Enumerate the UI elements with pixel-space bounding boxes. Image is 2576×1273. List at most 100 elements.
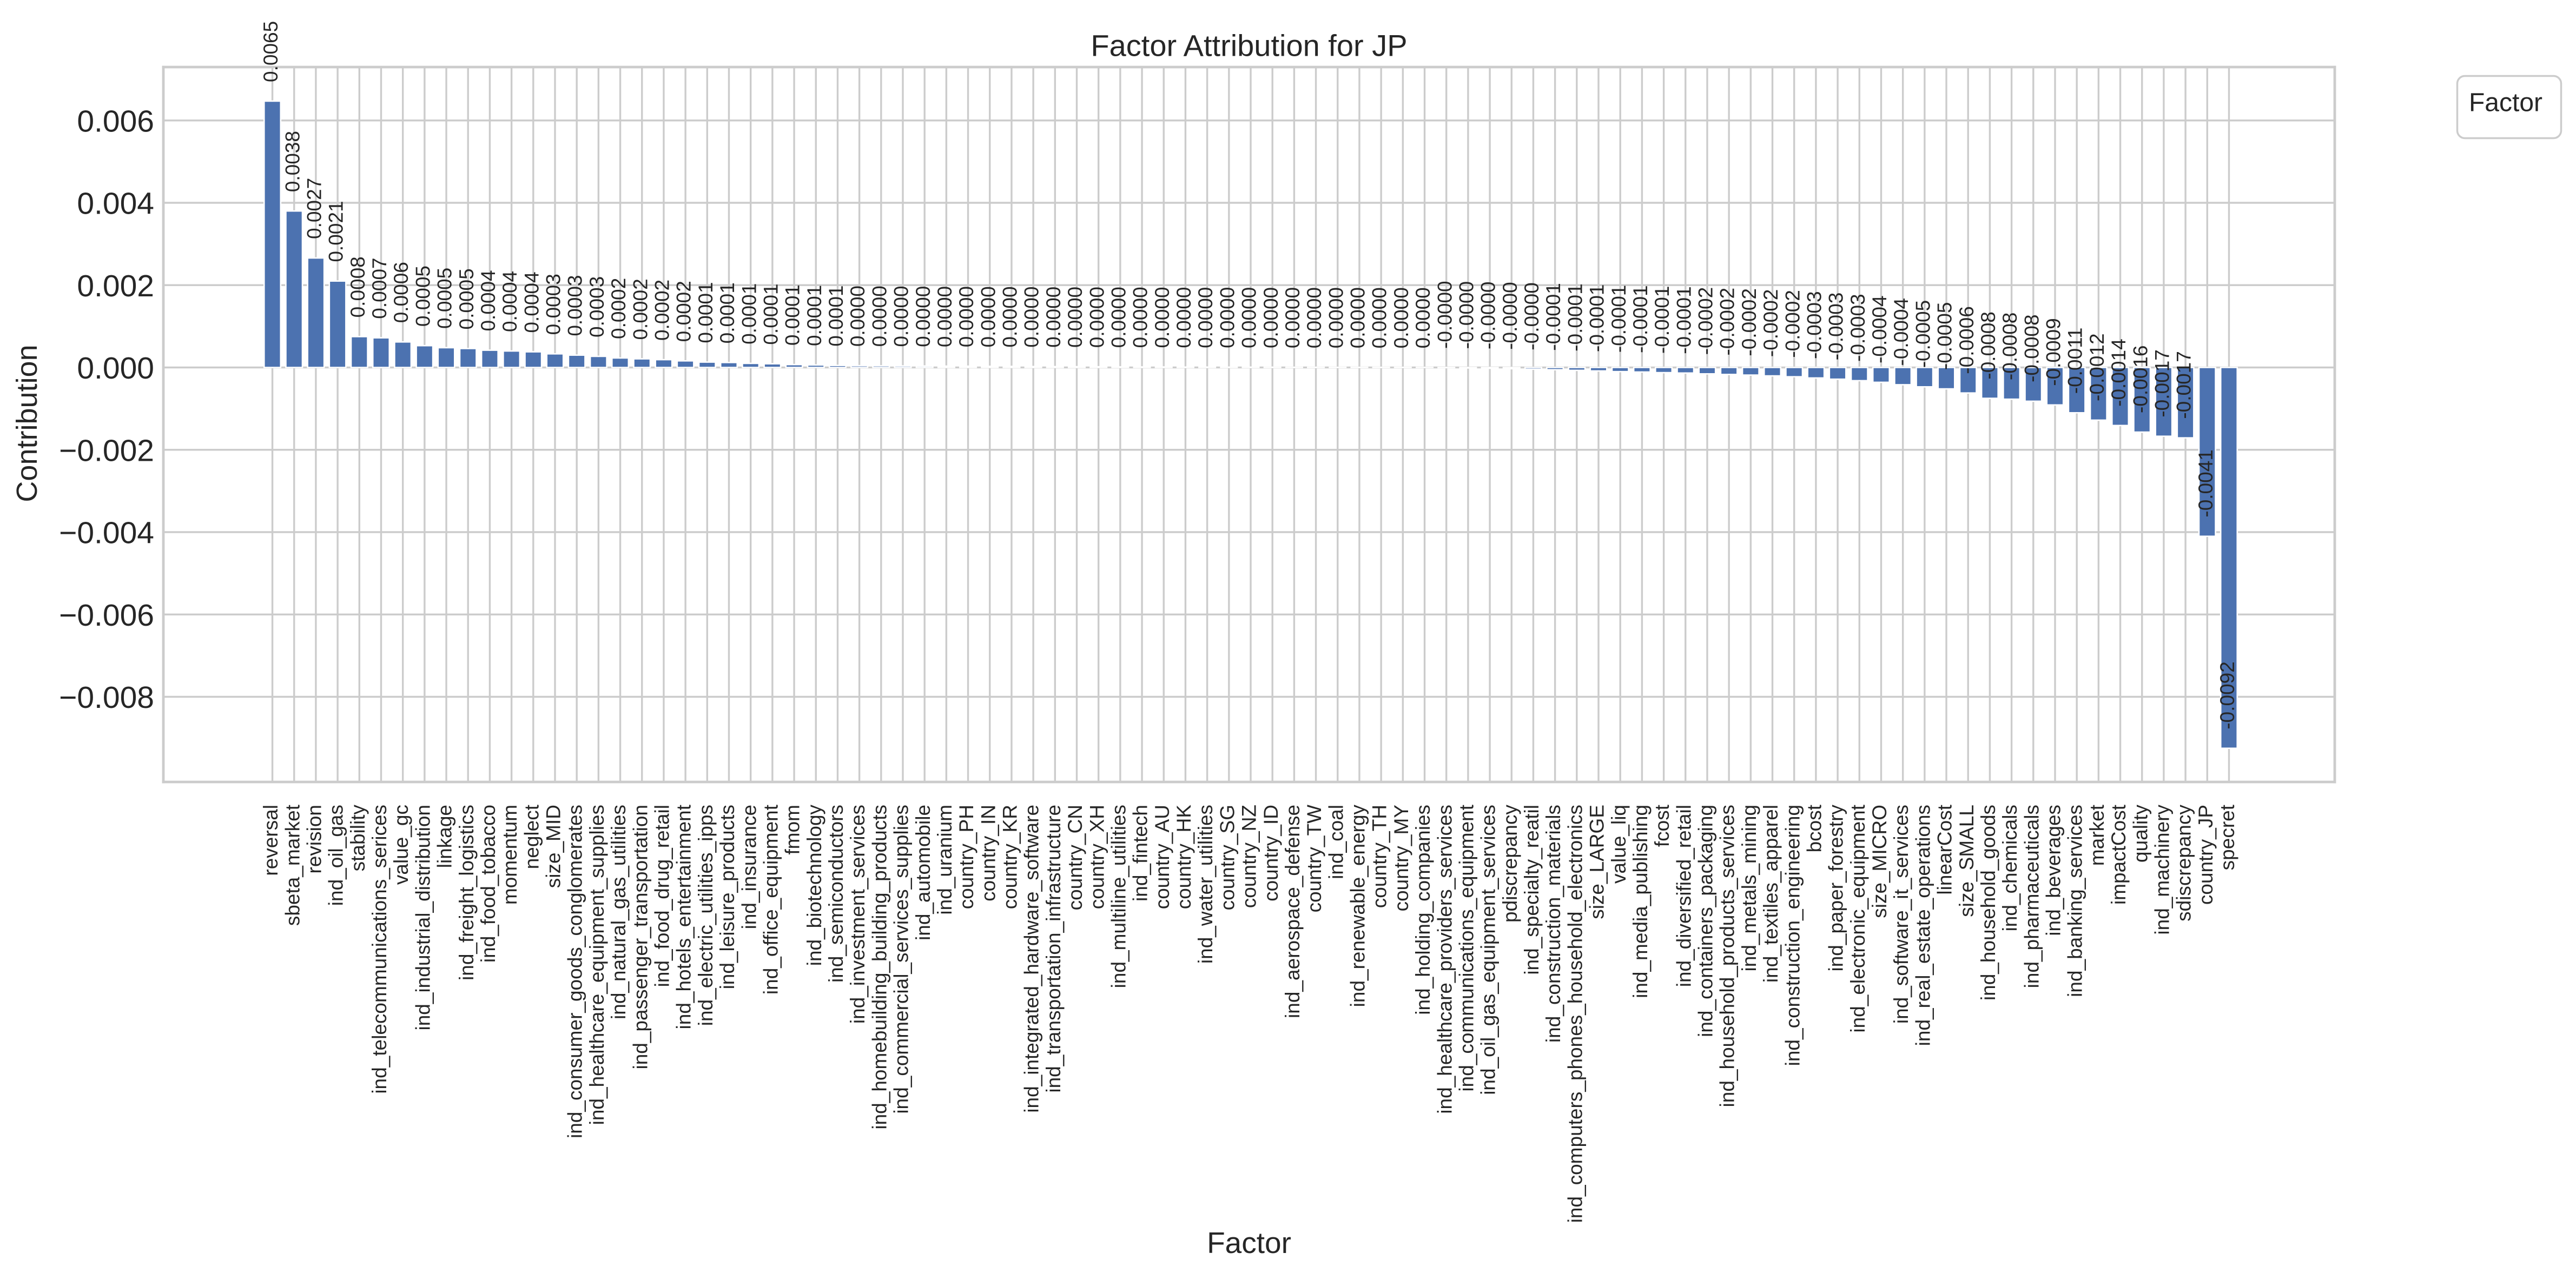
svg-text:-0.0008: -0.0008 [1977,311,1999,380]
svg-text:country_HK: country_HK [1173,805,1195,910]
svg-text:ind_diversified_retail: ind_diversified_retail [1673,805,1695,987]
svg-text:−0.008: −0.008 [59,680,154,715]
svg-text:-0.0003: -0.0003 [1847,294,1869,362]
svg-text:ind_household_goods: ind_household_goods [1977,805,1999,1000]
svg-text:0.0000: 0.0000 [1107,287,1130,348]
svg-text:ind_construction_materials: ind_construction_materials [1542,805,1564,1043]
svg-text:-0.0008: -0.0008 [1999,313,2021,381]
svg-text:-0.0005: -0.0005 [1934,302,1956,370]
svg-text:market: market [2086,804,2108,866]
svg-text:ind_transportation_infrastruct: ind_transportation_infrastructure [1042,805,1065,1093]
svg-text:-0.0017: -0.0017 [2173,351,2195,419]
svg-text:ind_healthcare_equipment_suppl: ind_healthcare_equipment_supplies [586,805,608,1125]
svg-text:ind_renewable_energy: ind_renewable_energy [1347,804,1369,1007]
svg-text:0.0000: 0.0000 [868,286,890,347]
svg-text:ind_food_tobacco: ind_food_tobacco [477,805,499,963]
svg-text:ind_insurance: ind_insurance [738,805,760,929]
svg-text:−0.002: −0.002 [59,433,154,468]
svg-text:linkage: linkage [434,805,456,868]
svg-text:-0.0002: -0.0002 [1716,288,1739,356]
svg-text:0.0000: 0.0000 [1390,287,1412,348]
svg-text:value_gc: value_gc [390,805,412,885]
svg-text:-0.0041: -0.0041 [2195,449,2217,518]
svg-text:0.0021: 0.0021 [325,201,347,262]
svg-text:-0.0001: -0.0001 [1629,285,1652,353]
svg-text:ind_fintech: ind_fintech [1130,805,1152,901]
svg-text:ind_containers_packaging: ind_containers_packaging [1695,805,1717,1037]
svg-text:ind_investment_services: ind_investment_services [847,805,869,1024]
svg-text:country_TW: country_TW [1303,805,1325,913]
svg-text:ind_passenger_transportation: ind_passenger_transportation [629,805,651,1070]
svg-text:-0.0001: -0.0001 [1608,285,1630,353]
svg-text:-0.0002: -0.0002 [1695,287,1717,355]
svg-text:0.0005: 0.0005 [412,266,434,327]
svg-text:country_XH: country_XH [1086,805,1108,909]
svg-text:ind_software_it_services: ind_software_it_services [1890,805,1912,1024]
svg-text:0.0002: 0.0002 [651,280,673,341]
svg-text:0.004: 0.004 [77,187,154,221]
svg-text:0.0000: 0.0000 [890,286,913,347]
svg-text:-0.0016: -0.0016 [2129,346,2151,414]
svg-text:ind_leisure_products: ind_leisure_products [716,805,738,989]
svg-text:-0.0001: -0.0001 [1651,286,1673,354]
svg-text:-0.0004: -0.0004 [1868,295,1891,363]
svg-text:-0.0008: -0.0008 [2020,314,2043,382]
svg-text:linearCost: linearCost [1934,804,1956,894]
svg-text:ind_electric_utilities_ipps: ind_electric_utilities_ipps [695,805,717,1026]
svg-text:size_MICRO: size_MICRO [1868,805,1891,918]
svg-text:ind_electronic_equipment: ind_electronic_equipment [1847,804,1869,1032]
svg-text:−0.004: −0.004 [59,516,154,551]
svg-text:-0.0012: -0.0012 [2086,333,2108,401]
svg-text:Factor Attribution for JP: Factor Attribution for JP [1091,29,1407,63]
svg-text:country_MY: country_MY [1390,805,1412,911]
svg-text:0.006: 0.006 [77,104,154,138]
svg-text:ind_consumer_goods_conglomerat: ind_consumer_goods_conglomerates [564,805,586,1138]
svg-text:0.0000: 0.0000 [1086,287,1108,348]
svg-text:0.0065: 0.0065 [260,21,282,82]
svg-text:ind_media_publishing: ind_media_publishing [1629,805,1652,998]
svg-text:ind_aerospace_defense: ind_aerospace_defense [1282,805,1304,1018]
svg-text:sdiscrepancy: sdiscrepancy [2173,804,2195,921]
svg-text:-0.0002: -0.0002 [1781,290,1804,358]
svg-text:-0.0000: -0.0000 [1499,282,1521,350]
svg-text:0.0000: 0.0000 [1347,287,1369,348]
svg-text:ind_biotechnology: ind_biotechnology [803,804,825,966]
svg-text:0.0000: 0.0000 [1151,287,1173,348]
svg-text:0.0000: 0.0000 [1412,287,1434,348]
svg-text:ind_integrated_hardware_softwa: ind_integrated_hardware_software [1021,805,1043,1113]
svg-text:specret: specret [2216,804,2238,870]
svg-text:0.0000: 0.0000 [1325,287,1347,348]
svg-text:ind_oil_gas_equipment_services: ind_oil_gas_equipment_services [1477,805,1500,1095]
svg-text:ind_beverages: ind_beverages [2043,805,2065,936]
svg-text:ind_real_estate_operations: ind_real_estate_operations [1912,805,1934,1046]
svg-text:country_CN: country_CN [1064,805,1086,910]
svg-text:value_liq: value_liq [1608,805,1630,884]
svg-text:ind_multiline_utilities: ind_multiline_utilities [1107,805,1130,988]
svg-text:0.0000: 0.0000 [1303,287,1325,348]
svg-text:0.0006: 0.0006 [390,262,412,323]
svg-text:ind_metals_mining: ind_metals_mining [1738,805,1760,972]
svg-text:country_AU: country_AU [1151,805,1173,909]
svg-text:ind_uranium: ind_uranium [934,805,956,915]
svg-text:-0.0000: -0.0000 [1477,282,1500,350]
svg-text:0.0002: 0.0002 [673,281,695,342]
svg-text:-0.0002: -0.0002 [1738,288,1760,356]
svg-text:0.0000: 0.0000 [1238,287,1260,348]
svg-text:0.0000: 0.0000 [955,286,977,347]
svg-text:-0.0000: -0.0000 [1434,281,1456,349]
svg-text:stability: stability [347,804,369,871]
svg-text:0.0000: 0.0000 [977,286,999,347]
svg-text:0.0002: 0.0002 [629,279,651,340]
svg-text:0.0001: 0.0001 [825,286,847,347]
svg-text:0.0001: 0.0001 [695,282,717,343]
svg-text:ind_commercial_services_suppli: ind_commercial_services_supplies [890,805,913,1114]
svg-text:0.0003: 0.0003 [543,274,565,335]
svg-text:0.0000: 0.0000 [912,286,934,347]
svg-text:-0.0014: -0.0014 [2108,339,2130,407]
svg-text:impactCost: impactCost [2108,804,2130,905]
svg-text:0.0001: 0.0001 [716,282,738,343]
svg-text:ind_paper_forestry: ind_paper_forestry [1825,804,1847,971]
svg-text:country_SG: country_SG [1216,805,1238,910]
svg-text:-0.0001: -0.0001 [1673,286,1695,354]
svg-text:country_PH: country_PH [955,805,977,909]
